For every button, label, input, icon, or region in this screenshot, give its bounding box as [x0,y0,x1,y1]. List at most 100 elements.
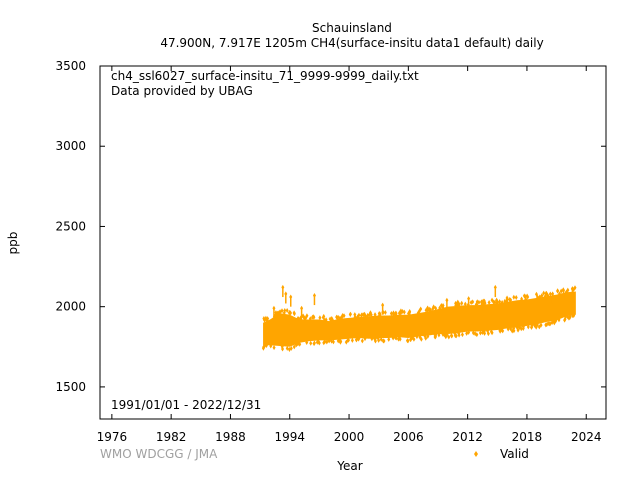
data-point [523,293,527,299]
data-point [321,315,325,321]
data-point [463,301,467,307]
data-point [305,339,309,345]
data-point [526,294,530,300]
data-point [431,306,435,312]
chart-subtitle: 47.900N, 7.917E 1205m CH4(surface-insitu… [160,36,544,50]
data-point [516,327,520,333]
data-point [496,299,500,305]
data-point [312,341,316,347]
legend-label-valid: Valid [500,447,529,461]
data-point [379,336,383,342]
credit-label: WMO WDCGG / JMA [100,447,218,461]
data-point [457,332,461,338]
y-tick-label: 2500 [55,219,86,233]
data-point [533,322,537,328]
data-point [269,343,273,349]
data-point [296,341,300,347]
y-tick-label: 1500 [55,380,86,394]
y-tick-label: 3000 [55,139,86,153]
data-point [357,312,361,318]
data-point [454,303,458,309]
data-point [428,306,432,312]
data-point [305,313,309,319]
data-point [261,345,265,351]
data-point [434,332,438,338]
data-point [520,296,524,302]
data-point [363,313,367,319]
data-point [475,301,479,307]
data-point [503,298,507,304]
data-point [447,334,451,340]
data-point [329,317,333,323]
data-point [264,343,268,349]
data-point [412,336,416,342]
data-point [391,310,395,316]
data-point [409,337,413,343]
tick-layer: 1976 1982 1988 1994 2000 2006 2012 2018 2024 1500… [55,59,606,444]
data-point [389,310,393,316]
data-point [331,339,335,345]
data-point [545,322,549,328]
data-point [437,332,441,338]
data-point [309,340,313,346]
data-point [282,310,286,316]
data-point [357,335,361,341]
data-point [360,338,364,344]
data-point [521,325,525,331]
data-point [419,306,423,312]
x-tick-label: 2006 [393,430,424,444]
data-point [292,311,296,317]
data-point [424,335,428,341]
data-point [387,336,391,342]
data-point [415,334,419,340]
data-point [568,314,572,320]
x-tick-label: 1988 [215,430,246,444]
data-point [548,291,552,297]
data-point [281,346,285,352]
data-point [407,311,411,317]
data-point [391,335,395,341]
data-point [438,305,442,311]
data-point [378,312,382,318]
data-point [354,337,358,343]
data-point [402,309,406,315]
data-point [487,299,491,305]
data-point [285,307,289,313]
data-point [298,341,302,347]
data-point [454,333,458,339]
chart-title: Schauinsland [312,21,392,35]
data-point [344,339,348,345]
data-point [550,320,554,326]
x-axis-label: Year [337,459,363,473]
provider-label: Data provided by UBAG [111,84,253,98]
data-point [301,313,305,319]
data-point [493,299,497,305]
x-tick-label: 2000 [334,430,365,444]
data-point [272,345,276,351]
x-tick-label: 1982 [156,430,187,444]
data-point [481,329,485,335]
data-point [500,327,504,333]
data-point [572,313,576,319]
data-point [498,299,502,305]
data-point [477,299,481,305]
data-point [542,290,546,296]
data-point [441,304,445,310]
data-point [292,344,296,350]
data-point [370,336,374,342]
data-point [490,330,494,336]
data-point [536,294,540,300]
data-point [490,297,494,303]
data-point [376,335,380,341]
data-point [373,312,377,318]
data-point [512,325,516,331]
data-point [318,315,322,321]
x-tick-label: 1994 [274,430,305,444]
data-point [519,326,523,332]
data-point [444,334,448,340]
data-point [339,338,343,344]
data-point [348,311,352,317]
data-point [363,336,367,342]
x-tick-label: 1976 [97,430,128,444]
